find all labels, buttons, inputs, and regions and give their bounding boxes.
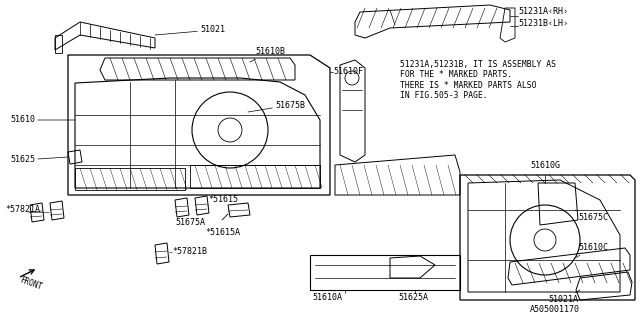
Text: 51625: 51625 [10, 156, 68, 164]
Text: 51610F: 51610F [333, 68, 363, 76]
Text: 51231A‹RH›: 51231A‹RH› [518, 7, 568, 17]
Text: 51021A: 51021A [548, 290, 580, 305]
Text: 51021: 51021 [155, 26, 225, 35]
Text: 51231B‹LH›: 51231B‹LH› [518, 20, 568, 28]
Text: 51675B: 51675B [248, 100, 305, 112]
Text: 51625A: 51625A [398, 293, 428, 302]
Text: A505001170: A505001170 [530, 305, 580, 314]
Text: *57821A: *57821A [5, 205, 40, 214]
Text: 51231A,51231B, IT IS ASSEMBLY AS
FOR THE * MARKED PARTS.
THERE IS * MARKED PARTS: 51231A,51231B, IT IS ASSEMBLY AS FOR THE… [400, 60, 556, 100]
Text: 51610C: 51610C [575, 244, 608, 258]
Text: 51610: 51610 [10, 116, 75, 124]
Text: 51610G: 51610G [530, 161, 560, 170]
Text: *51615A: *51615A [205, 228, 240, 237]
Text: 51675A: 51675A [175, 218, 205, 227]
Text: FRONT: FRONT [19, 275, 44, 292]
Text: *57821B: *57821B [172, 247, 207, 257]
Text: 51675C: 51675C [575, 210, 608, 222]
Text: 51610A: 51610A [312, 293, 342, 302]
Text: 51610B: 51610B [250, 47, 285, 62]
Text: *51615: *51615 [208, 196, 238, 204]
